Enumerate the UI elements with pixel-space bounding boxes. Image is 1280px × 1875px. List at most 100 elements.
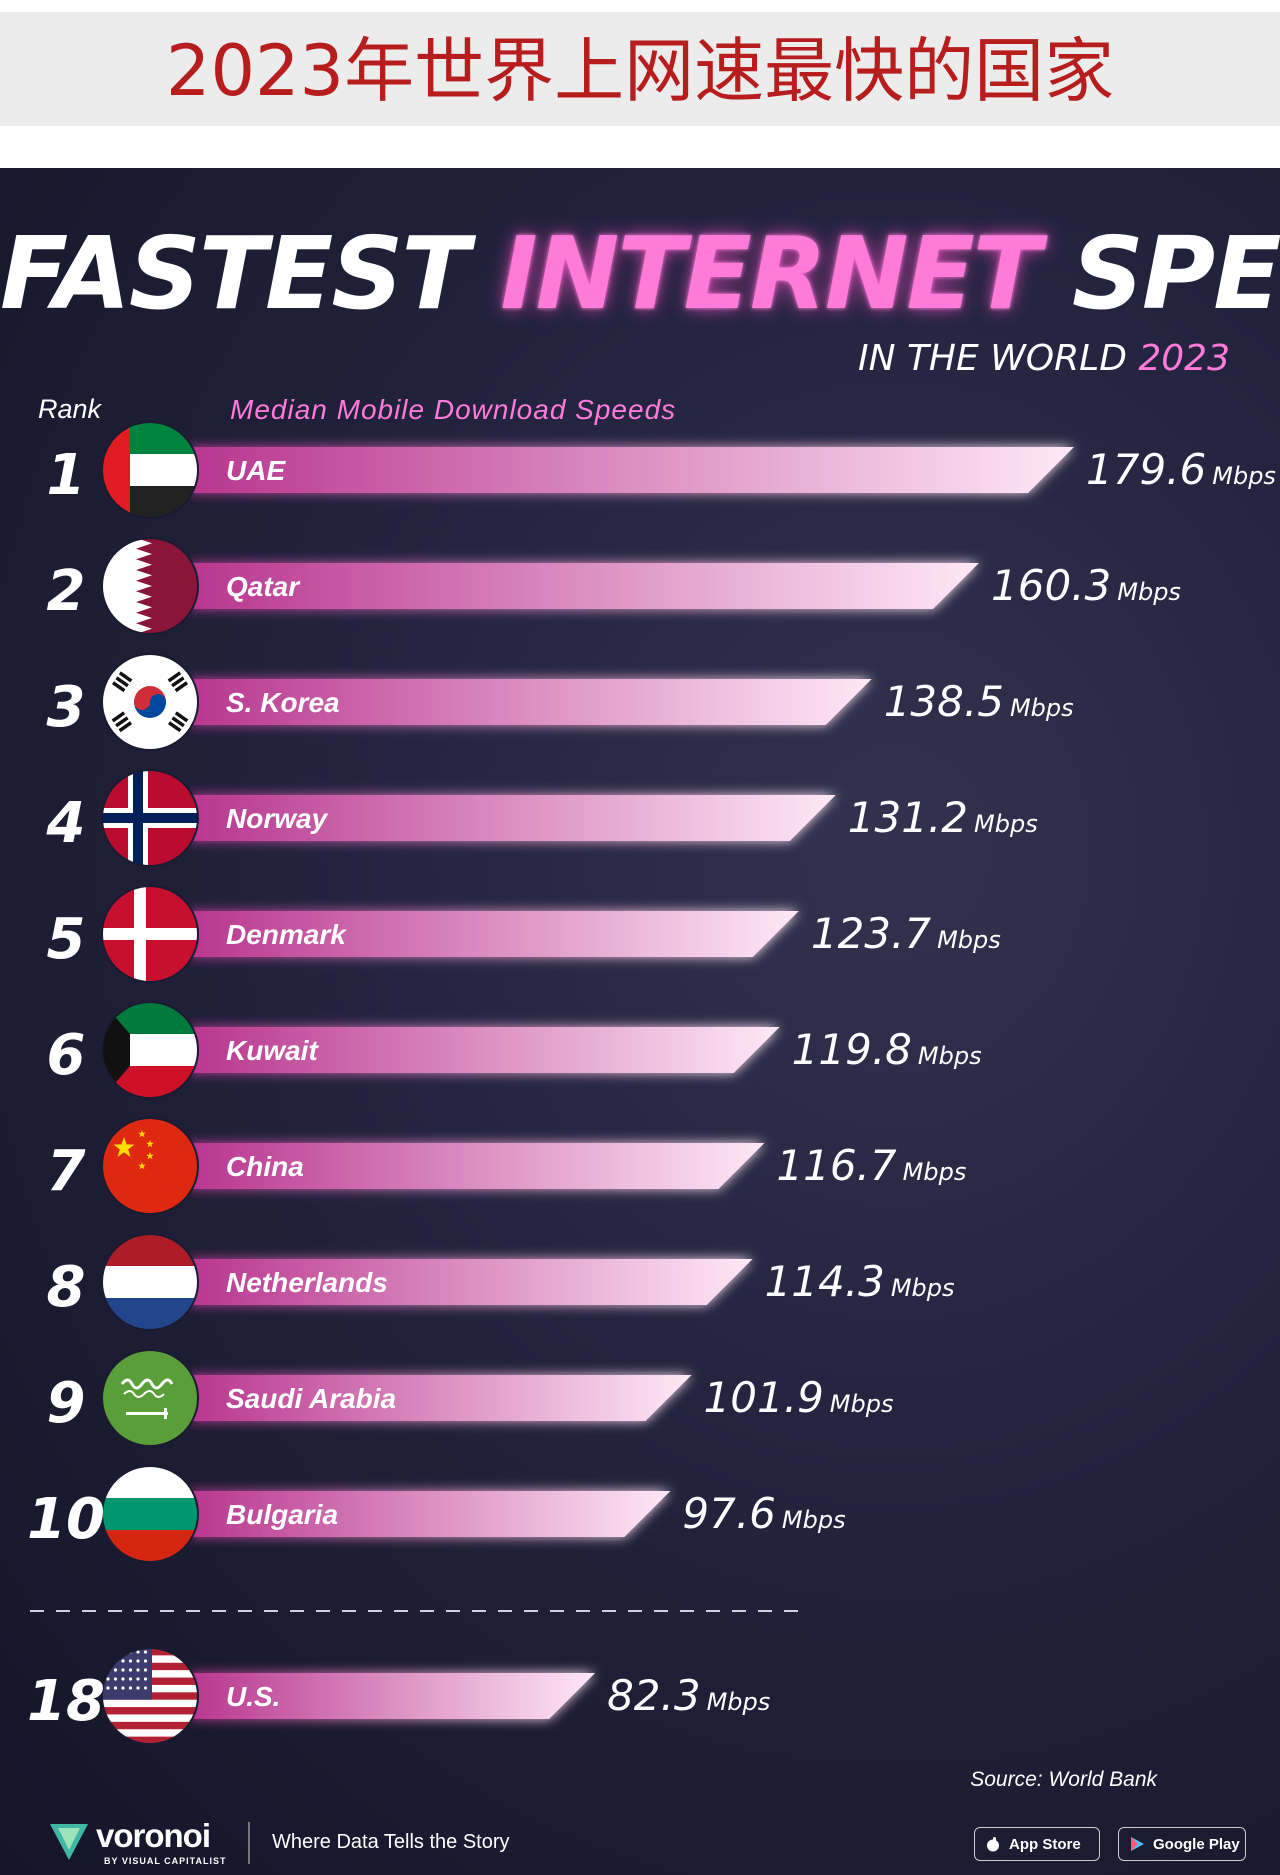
tagline: Where Data Tells the Story (272, 1831, 510, 1853)
rank-label: 3 (47, 675, 86, 740)
bar (190, 679, 872, 725)
bar (190, 911, 799, 957)
netherlands-flag-icon (101, 1233, 199, 1331)
country-label: S. Korea (226, 687, 340, 718)
headline-word-speeds: SPEEDS (1071, 215, 1280, 332)
apple-icon (987, 1837, 999, 1852)
bar (190, 1259, 753, 1305)
value-label: 101.9 Mbps (704, 1373, 894, 1422)
headline-word-internet: INTERNET (500, 215, 1041, 332)
rank-label: 18 (27, 1669, 105, 1734)
china-flag-icon (101, 1117, 199, 1215)
value-label: 179.6 Mbps (1086, 445, 1276, 494)
unit-label: Mbps (1010, 694, 1074, 722)
chinese-title: 2023年世界上网速最快的国家 (165, 30, 1115, 112)
unit-label: Mbps (830, 1390, 894, 1418)
value-label: 114.3 Mbps (765, 1257, 955, 1306)
unit-label: Mbps (937, 926, 1001, 954)
unit-label: Mbps (707, 1688, 771, 1716)
bar-row: 18 U.S. 82.3 Mbps (27, 1647, 770, 1745)
country-label: Qatar (226, 571, 301, 602)
brand-subtitle: BY VISUAL CAPITALIST (104, 1856, 227, 1866)
unit-label: Mbps (903, 1158, 967, 1186)
rank-label: 2 (47, 559, 86, 624)
unit-label: Mbps (782, 1506, 846, 1534)
value-label: 160.3 Mbps (991, 561, 1181, 610)
bar (190, 1673, 596, 1719)
kuwait-flag-icon (101, 1001, 199, 1099)
bar (190, 1027, 780, 1073)
qatar-flag-icon (101, 537, 199, 635)
country-label: U.S. (226, 1681, 280, 1712)
country-label: Bulgaria (226, 1499, 338, 1530)
saudi-arabia-flag-icon (101, 1349, 199, 1447)
rank-label: 1 (47, 443, 86, 508)
value-label: 82.3 Mbps (607, 1671, 770, 1720)
google-play-icon (1131, 1837, 1144, 1851)
country-label: Norway (226, 803, 329, 834)
unit-label: Mbps (1117, 578, 1181, 606)
country-label: Netherlands (226, 1267, 388, 1298)
value-label: 138.5 Mbps (884, 677, 1074, 726)
rank-label: 6 (47, 1023, 86, 1088)
bar-row: 10 Bulgaria 97.6 Mbps (27, 1465, 846, 1563)
bar-row: 3 S. Korea 138.5 Mbps (47, 653, 1074, 751)
country-label: Saudi Arabia (226, 1383, 396, 1414)
value-label: 97.6 Mbps (682, 1489, 845, 1538)
source-note: Source: World Bank (970, 1768, 1157, 1791)
rank-label: 4 (46, 791, 86, 856)
usa-flag-icon (101, 1647, 199, 1745)
bar-row: 6 Kuwait 119.8 Mbps (47, 1001, 982, 1099)
bar (190, 1375, 692, 1421)
uae-flag-icon (101, 421, 199, 519)
value-label: 119.8 Mbps (792, 1025, 982, 1074)
app-store-button[interactable]: App Store (974, 1827, 1100, 1861)
country-label: Denmark (226, 919, 347, 950)
bar (190, 447, 1074, 493)
unit-label: Mbps (974, 810, 1038, 838)
unit-label: Mbps (891, 1274, 955, 1302)
brand-name: voronoi (96, 1817, 211, 1854)
bar (190, 563, 980, 609)
country-label: China (226, 1151, 304, 1182)
rank-label: 5 (47, 907, 86, 972)
value-label: 131.2 Mbps (848, 793, 1038, 842)
bar-row: 1 UAE 179.6 Mbps (47, 421, 1276, 519)
chinese-title-banner (0, 12, 1280, 126)
google-play-label: Google Play (1153, 1836, 1240, 1853)
country-label: UAE (226, 455, 286, 486)
bulgaria-flag-icon (101, 1465, 199, 1563)
value-label: 123.7 Mbps (811, 909, 1001, 958)
rank-label: 7 (47, 1139, 86, 1204)
subheadline-text: IN THE WORLD (857, 338, 1127, 379)
norway-flag-icon (101, 769, 199, 867)
metric-column-header: Median Mobile Download Speeds (230, 394, 677, 425)
bar-row: 7 China 116.7 Mbps (47, 1117, 966, 1215)
headline: FASTEST INTERNET SPEEDS (0, 214, 1280, 334)
google-play-button[interactable]: Google Play (1118, 1827, 1246, 1861)
bar-row: 9 Saudi Arabia 101.9 Mbps (47, 1349, 894, 1447)
app-store-label: App Store (1009, 1836, 1081, 1853)
unit-label: Mbps (1212, 462, 1276, 490)
south-korea-flag-icon (101, 653, 199, 751)
value-label: 116.7 Mbps (776, 1141, 966, 1190)
subheadline-year: 2023 (1138, 338, 1230, 379)
bar-row: 2 Qatar 160.3 Mbps (47, 537, 1181, 635)
voronoi-logo-icon (50, 1824, 88, 1860)
rank-label: 9 (47, 1371, 86, 1436)
country-label: Kuwait (226, 1035, 319, 1066)
subheadline: IN THE WORLD 2023 (858, 338, 1230, 379)
bar-row: 8 Netherlands 114.3 Mbps (47, 1233, 955, 1331)
bar (190, 1491, 671, 1537)
bar-row: 4 Norway 131.2 Mbps (46, 769, 1038, 867)
rank-label: 10 (27, 1487, 105, 1552)
headline-word-fastest: FASTEST (0, 215, 470, 332)
rank-label: 8 (47, 1255, 86, 1320)
rank-column-header: Rank (38, 394, 102, 424)
bar (190, 795, 836, 841)
denmark-flag-icon (101, 885, 199, 983)
bar (190, 1143, 765, 1189)
unit-label: Mbps (918, 1042, 982, 1070)
